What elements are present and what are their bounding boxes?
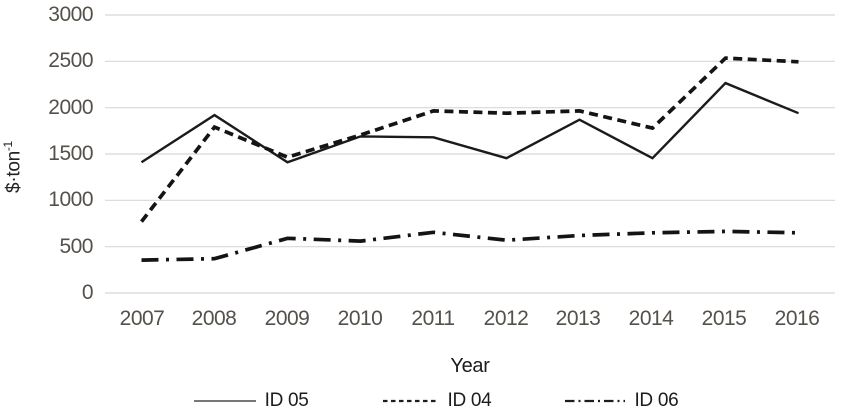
y-tick-label: 2500	[48, 49, 93, 72]
x-tick-label: 2013	[555, 307, 601, 330]
x-tick-label: 2014	[628, 307, 674, 330]
y-tick-label: 0	[81, 281, 94, 304]
series-line-id-06	[141, 229, 799, 262]
x-tick-label: 2015	[701, 307, 747, 330]
legend-item-id-05: ID 05	[193, 390, 309, 412]
x-tick-label: 2016	[774, 307, 820, 330]
dashed-line-swatch-icon	[382, 399, 439, 403]
dashdot-line-swatch-icon	[565, 399, 626, 403]
x-tick-label: 2007	[119, 307, 165, 330]
legend-label: ID 06	[634, 390, 679, 411]
legend-label: ID 05	[264, 390, 309, 411]
legend-label: ID 04	[447, 390, 492, 411]
x-tick-label: 2010	[337, 307, 383, 330]
x-tick-label: 2011	[411, 307, 455, 330]
solid-line-swatch-icon	[193, 400, 256, 402]
x-tick-label: 2008	[191, 307, 237, 330]
y-tick-label: 2000	[48, 96, 93, 119]
legend: ID 05 ID 04 ID 06	[0, 388, 850, 414]
series-line-id-05	[140, 81, 799, 164]
y-tick-label: 3000	[48, 3, 93, 26]
x-tick-label: 2009	[264, 307, 310, 330]
legend-item-id-04: ID 04	[382, 390, 492, 412]
series-line-id-04	[140, 56, 799, 223]
y-tick-label: 1000	[48, 188, 93, 211]
legend-item-id-06: ID 06	[565, 390, 679, 412]
x-axis-label: Year	[450, 355, 490, 377]
x-tick-label: 2012	[483, 307, 529, 330]
y-tick-label: 500	[59, 235, 93, 258]
y-tick-label: 1500	[48, 142, 93, 165]
